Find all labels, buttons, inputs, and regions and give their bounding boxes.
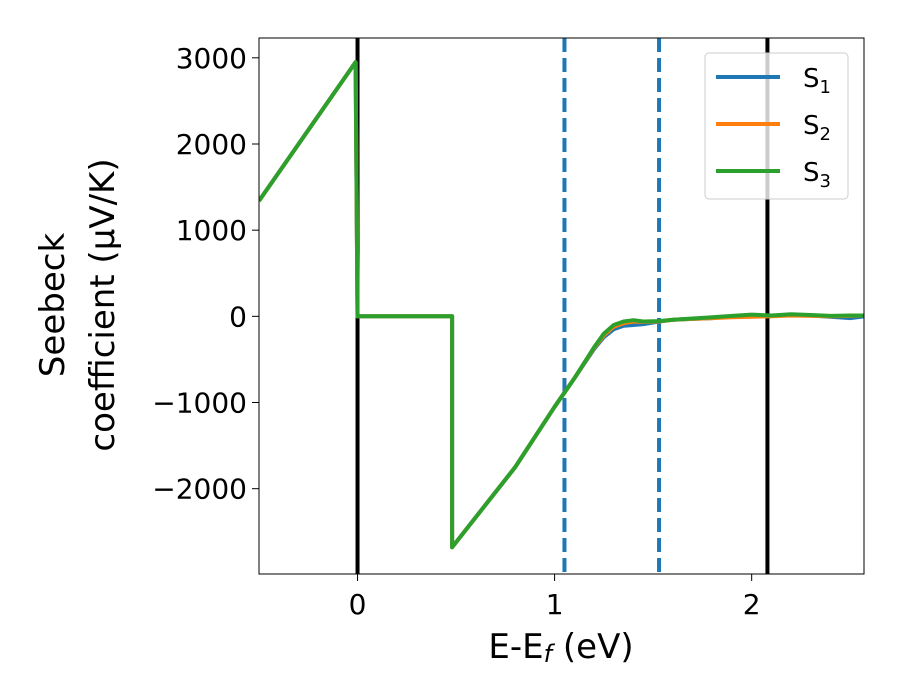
x-tick-label: 2 [743,588,761,621]
y-tick-label: −2000 [152,473,247,506]
series-line-3 [259,60,864,550]
legend-label-3: S3 [803,158,831,192]
x-tick-label: 1 [546,588,564,621]
y-tick-label: 3000 [176,42,247,75]
plot-frame [258,37,865,575]
legend-label-1: S1 [803,64,831,98]
x-axis-title: E-Ef (eV) [488,627,633,668]
x-axis-title-unit: (eV) [552,627,634,667]
legend-label-2: S2 [803,111,831,145]
y-tick-label: 1000 [176,214,247,247]
y-axis-ticks: −2000 −1000 0 1000 2000 3000 [152,42,259,506]
y-tick-label: 2000 [176,128,247,161]
y-axis-title-line2: coefficient (μV/K) [83,158,123,451]
legend-label-name: S [803,158,820,188]
y-tick-label: −1000 [152,387,247,420]
legend-label-subscript: 2 [820,124,831,145]
legend-label-name: S [803,64,820,94]
series-lines [259,60,864,550]
legend-label-subscript: 1 [820,77,831,98]
x-axis-title-main: E-E [488,627,543,667]
y-tick-label: 0 [229,300,247,333]
legend-label-subscript: 3 [820,171,831,192]
y-axis-title-line1: Seebeck [33,233,73,378]
x-tick-label: 0 [349,588,367,621]
x-axis-ticks: 0 1 2 [349,574,761,621]
legend-label-name: S [803,111,820,141]
y-axis-title: Seebeck coefficient (μV/K) [33,158,123,451]
